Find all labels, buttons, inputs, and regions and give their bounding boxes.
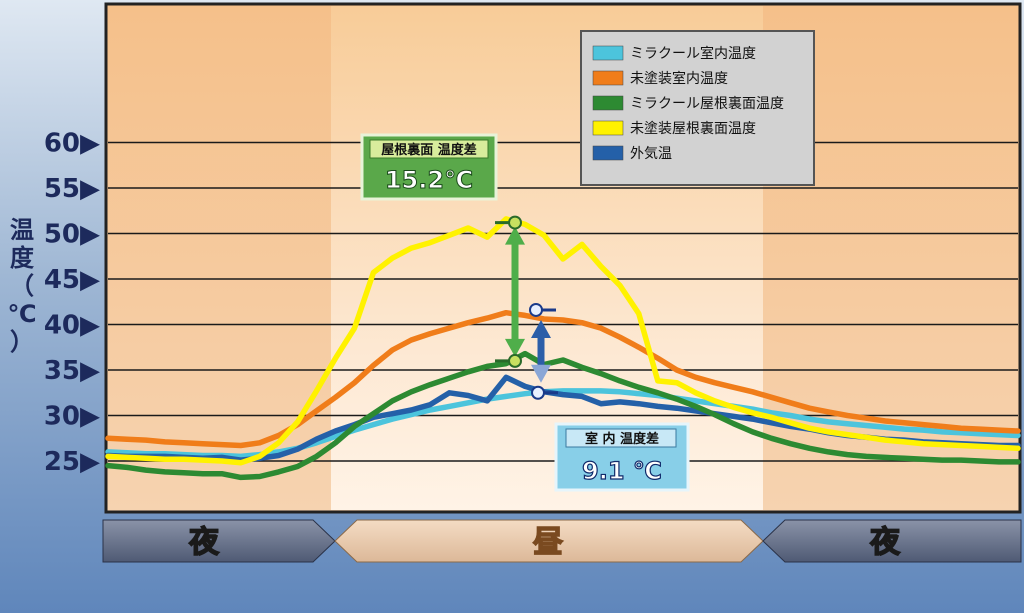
roof-diff-title: 屋根裏面 温度差 bbox=[381, 142, 477, 158]
legend-swatch bbox=[592, 95, 624, 111]
roof-diff-arrowhead bbox=[505, 226, 525, 245]
legend-label: 未塗装屋根裏面温度 bbox=[630, 120, 756, 137]
legend-label: ミラクール屋根裏面温度 bbox=[630, 95, 784, 112]
series-lines bbox=[105, 216, 1021, 481]
night-label: 夜 bbox=[188, 525, 220, 560]
y-axis-label: 温度（℃） bbox=[7, 216, 36, 356]
legend-label: ミラクール室内温度 bbox=[630, 45, 756, 62]
indoor-diff-title: 室 内 温度差 bbox=[585, 431, 659, 447]
temperature-difference-annotations: 屋根裏面 温度差 15.2℃ 室 内 温度差 9.1 ℃ bbox=[360, 133, 690, 492]
y-tick-label: 60▶ bbox=[44, 129, 100, 159]
y-tick-label: 35▶ bbox=[44, 356, 100, 386]
y-tick-label: 25▶ bbox=[44, 447, 100, 477]
y-axis-ticks: 60▶ 55▶ 50▶ 45▶ 40▶ 35▶ 30▶ 25▶ bbox=[44, 129, 100, 478]
y-tick-label: 50▶ bbox=[44, 220, 100, 250]
y-tick-label: 45▶ bbox=[44, 265, 100, 295]
series-line bbox=[105, 309, 1021, 449]
indoor-diff-value: 9.1 ℃ bbox=[582, 457, 662, 485]
roof-diff-marker bbox=[508, 215, 522, 230]
legend-label: 外気温 bbox=[630, 146, 672, 162]
night-band-right bbox=[762, 519, 1022, 563]
day-label: 昼 bbox=[533, 525, 563, 560]
series-line bbox=[105, 350, 1021, 481]
legend-swatch bbox=[592, 45, 624, 61]
grid-lines bbox=[108, 141, 1018, 462]
legend-label: 未塗装室内温度 bbox=[630, 70, 728, 87]
y-tick-label: 40▶ bbox=[44, 311, 100, 341]
series-line bbox=[105, 216, 1021, 466]
y-tick-label: 30▶ bbox=[44, 402, 100, 432]
night-label: 夜 bbox=[869, 525, 901, 560]
indoor-diff-marker bbox=[531, 385, 545, 400]
indoor-diff-marker bbox=[529, 302, 543, 317]
time-band-bar: 夜昼夜 bbox=[102, 519, 1022, 563]
y-tick-label: 55▶ bbox=[44, 174, 100, 204]
day-band bbox=[334, 519, 764, 563]
indoor-diff-arrowhead bbox=[531, 319, 551, 338]
roof-diff-value: 15.2℃ bbox=[385, 166, 473, 194]
roof-diff-arrowhead bbox=[505, 338, 525, 357]
legend-swatch bbox=[592, 70, 624, 86]
night-band-left bbox=[102, 519, 336, 563]
legend-swatch bbox=[592, 145, 624, 161]
roof-diff-marker bbox=[508, 353, 522, 368]
indoor-diff-arrowhead bbox=[531, 364, 551, 383]
legend-swatch bbox=[592, 120, 624, 136]
